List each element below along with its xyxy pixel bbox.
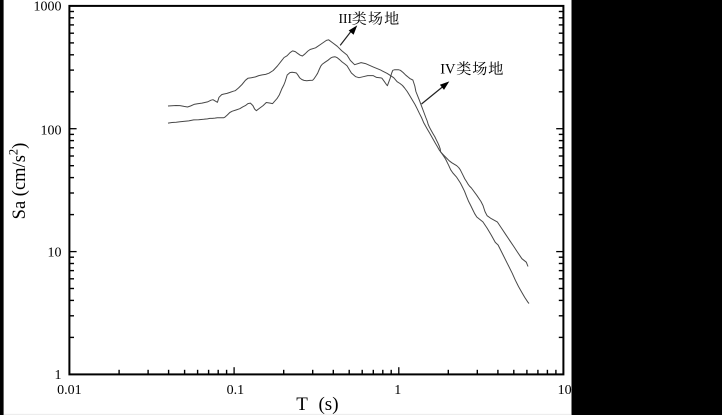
svg-text:10: 10 xyxy=(48,245,62,260)
svg-text:0.1: 0.1 xyxy=(227,383,245,398)
svg-text:III: III xyxy=(339,11,353,26)
svg-text:0.01: 0.01 xyxy=(57,383,82,398)
svg-text:IV: IV xyxy=(440,62,456,78)
svg-text:1: 1 xyxy=(55,368,62,383)
svg-text:10: 10 xyxy=(558,383,572,398)
svg-text:(s): (s) xyxy=(318,394,338,415)
svg-text:100: 100 xyxy=(41,123,62,138)
svg-text:T: T xyxy=(296,394,308,415)
svg-text:1: 1 xyxy=(394,383,401,398)
svg-text:Sa (cm/s2): Sa (cm/s2) xyxy=(7,143,31,220)
svg-text:1000: 1000 xyxy=(34,0,62,15)
